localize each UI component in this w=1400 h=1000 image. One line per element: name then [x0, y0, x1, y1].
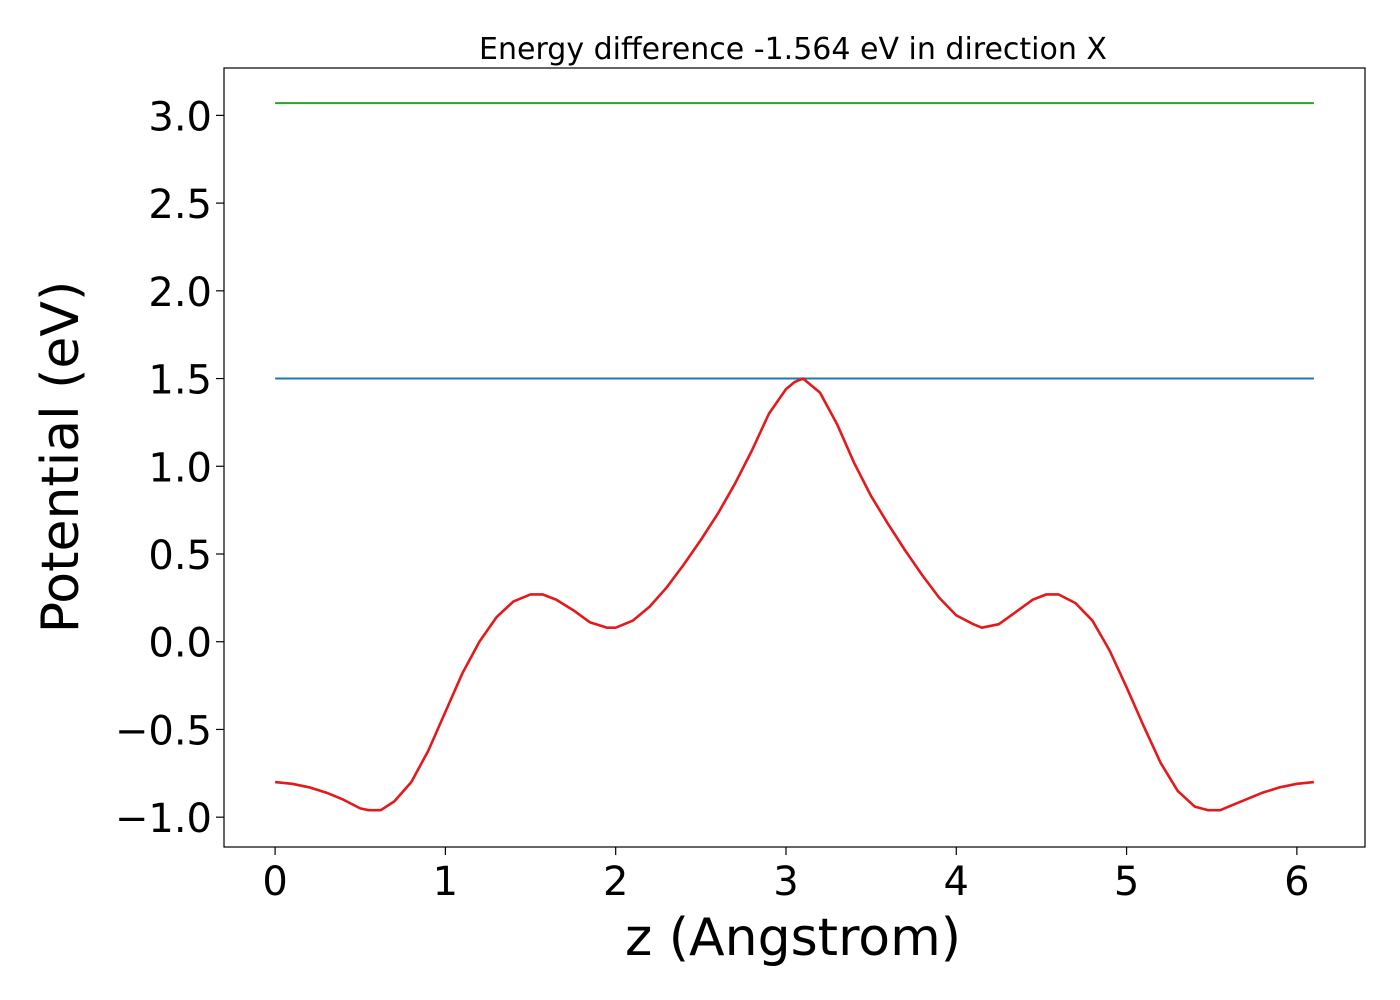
x-tick-label: 3 [773, 859, 798, 905]
x-axis-title: z (Angstrom) [625, 908, 961, 968]
y-tick-label: −0.5 [115, 708, 212, 754]
plot-area-frame [223, 67, 1366, 848]
x-axis-ticks: 0 1 2 3 4 5 6 [262, 847, 1310, 905]
x-tick-label: 0 [262, 859, 287, 905]
x-tick-label: 1 [433, 859, 458, 905]
y-tick-label: 2.0 [148, 270, 212, 316]
series-layer [274, 102, 1315, 812]
y-axis-title: Potential (eV) [31, 281, 91, 633]
y-tick-label: 1.0 [148, 445, 212, 491]
x-tick-label: 5 [1114, 859, 1139, 905]
chart-title: Energy difference -1.564 eV in direction… [479, 32, 1107, 67]
x-tick-label: 2 [603, 859, 628, 905]
y-tick-label: −1.0 [115, 796, 212, 842]
y-tick-label: 2.5 [148, 182, 212, 228]
y-tick-label: 0.5 [148, 533, 212, 579]
series-line-red-potential-curve [274, 377, 1315, 812]
x-tick-label: 4 [944, 859, 969, 905]
y-axis-ticks: 3.0 2.5 2.0 1.5 1.0 0.5 0.0 −0.5 −1.0 [115, 94, 224, 842]
x-tick-label: 6 [1284, 859, 1309, 905]
y-tick-label: 0.0 [148, 621, 212, 667]
y-tick-label: 1.5 [148, 358, 212, 404]
y-tick-label: 3.0 [148, 94, 212, 140]
